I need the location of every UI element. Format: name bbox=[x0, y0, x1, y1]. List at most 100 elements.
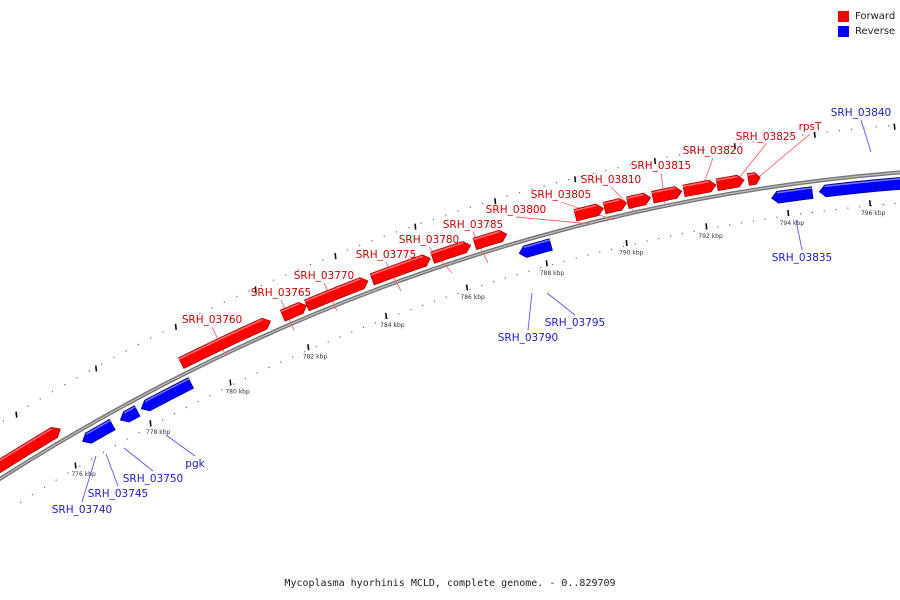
reverse-gene-arrow bbox=[518, 238, 553, 258]
forward-gene-arrow-shine bbox=[473, 230, 500, 241]
guide-dot bbox=[875, 126, 877, 128]
guide-dot bbox=[481, 284, 483, 287]
reverse-gene-arrow bbox=[119, 405, 141, 423]
guide-dot bbox=[398, 313, 400, 315]
forward-gene-arrow-shine bbox=[0, 427, 53, 462]
scale-tick bbox=[494, 198, 497, 205]
forward-gene-arrow-shine bbox=[370, 255, 424, 276]
leader-line bbox=[81, 455, 97, 503]
guide-dot bbox=[528, 270, 530, 272]
guide-dot bbox=[371, 240, 373, 242]
scale-tick bbox=[15, 411, 18, 418]
reverse-gene-arrow bbox=[82, 418, 116, 444]
guide-dot bbox=[691, 151, 693, 154]
forward-gene-arrow bbox=[430, 241, 472, 264]
scale-tick bbox=[95, 365, 98, 372]
forward-gene-label: SRH_03805 bbox=[531, 189, 592, 201]
guide-dot bbox=[506, 195, 508, 197]
guide-dot bbox=[420, 222, 422, 224]
forward-gene-label: SRH_03775 bbox=[356, 249, 417, 261]
scale-tick bbox=[787, 209, 790, 217]
guide-dot bbox=[492, 281, 495, 283]
guide-dot bbox=[432, 218, 435, 220]
scale-tick bbox=[307, 344, 310, 351]
leader-line bbox=[105, 453, 119, 487]
guide-dot bbox=[715, 147, 717, 149]
reverse-gene-label: SRH_03790 bbox=[498, 332, 559, 344]
guide-dot bbox=[20, 501, 22, 503]
scale-label: 786 kbp bbox=[460, 294, 485, 301]
legend-reverse-label: Reverse bbox=[855, 26, 896, 37]
guide-dot bbox=[563, 260, 565, 262]
guide-dot bbox=[102, 451, 105, 453]
guide-dot bbox=[422, 304, 424, 306]
forward-gene-arrow bbox=[625, 192, 652, 209]
guide-dot bbox=[223, 301, 226, 303]
guide-dot bbox=[728, 145, 730, 147]
forward-gene-arrow bbox=[602, 198, 628, 215]
guide-dot bbox=[150, 337, 152, 339]
scale-tick bbox=[625, 239, 628, 247]
guide-dot bbox=[551, 263, 554, 266]
forward-gene-label: rpsT bbox=[799, 121, 822, 133]
guide-dot bbox=[504, 277, 506, 279]
guide-dot bbox=[433, 300, 436, 302]
guide-dot bbox=[322, 259, 324, 261]
guide-dot bbox=[617, 167, 619, 169]
forward-gene-arrow bbox=[369, 254, 431, 286]
scale-tick bbox=[149, 420, 152, 427]
reverse-gene-arrow bbox=[771, 186, 814, 204]
forward-gene-arrow-shine bbox=[178, 318, 264, 360]
reverse-gene-arrow bbox=[140, 377, 195, 412]
forward-gene-arrow-shine bbox=[716, 175, 738, 182]
guide-dot bbox=[740, 143, 742, 145]
guide-dot bbox=[31, 494, 34, 496]
guide-dot bbox=[64, 384, 66, 386]
reverse-swatch bbox=[838, 26, 849, 37]
scale-tick bbox=[334, 253, 337, 260]
guide-dot bbox=[297, 269, 299, 271]
guide-dot bbox=[752, 220, 754, 222]
guide-dot bbox=[292, 356, 294, 358]
guide-dot bbox=[236, 295, 238, 298]
scale-label: 794 kbp bbox=[780, 220, 805, 227]
guide-dot bbox=[516, 274, 518, 276]
guide-dot bbox=[634, 243, 636, 245]
legend-reverse: Reverse bbox=[838, 24, 895, 39]
guide-dot bbox=[76, 377, 78, 379]
guide-dot bbox=[125, 350, 127, 352]
reverse-gene-arrow bbox=[818, 177, 900, 198]
guide-dot bbox=[799, 213, 802, 215]
guide-dot bbox=[764, 218, 766, 220]
guide-dot bbox=[88, 370, 90, 372]
guide-dot bbox=[285, 274, 287, 276]
forward-gene-arrow bbox=[0, 426, 61, 474]
guide-dot bbox=[113, 356, 115, 358]
guide-dot bbox=[469, 288, 471, 290]
guide-dot bbox=[592, 172, 594, 175]
guide-dot bbox=[67, 472, 69, 474]
forward-swatch bbox=[838, 11, 849, 22]
scale-ticks bbox=[15, 123, 896, 469]
guide-dot bbox=[359, 244, 361, 246]
guide-dot bbox=[851, 128, 853, 130]
scale-label: 778 kbp bbox=[146, 429, 171, 436]
guide-dot bbox=[51, 391, 54, 393]
forward-gene-arrow bbox=[746, 172, 761, 186]
guide-dot bbox=[703, 149, 705, 151]
guide-dot bbox=[482, 202, 484, 205]
guide-dot bbox=[339, 336, 341, 338]
guide-dot bbox=[555, 182, 558, 184]
reverse-gene-label: SRH_03835 bbox=[772, 252, 833, 264]
gene-features bbox=[0, 172, 900, 474]
forward-gene-arrow bbox=[304, 277, 369, 312]
guide-dot bbox=[27, 405, 29, 407]
forward-gene-arrow bbox=[682, 179, 717, 198]
guide-dot bbox=[887, 125, 890, 127]
guide-dot bbox=[641, 161, 644, 163]
scale-tick bbox=[254, 286, 257, 293]
guide-dot bbox=[126, 438, 128, 440]
guide-dot bbox=[729, 224, 731, 226]
guide-dot bbox=[847, 207, 849, 209]
forward-gene-arrow-shine bbox=[682, 180, 710, 188]
